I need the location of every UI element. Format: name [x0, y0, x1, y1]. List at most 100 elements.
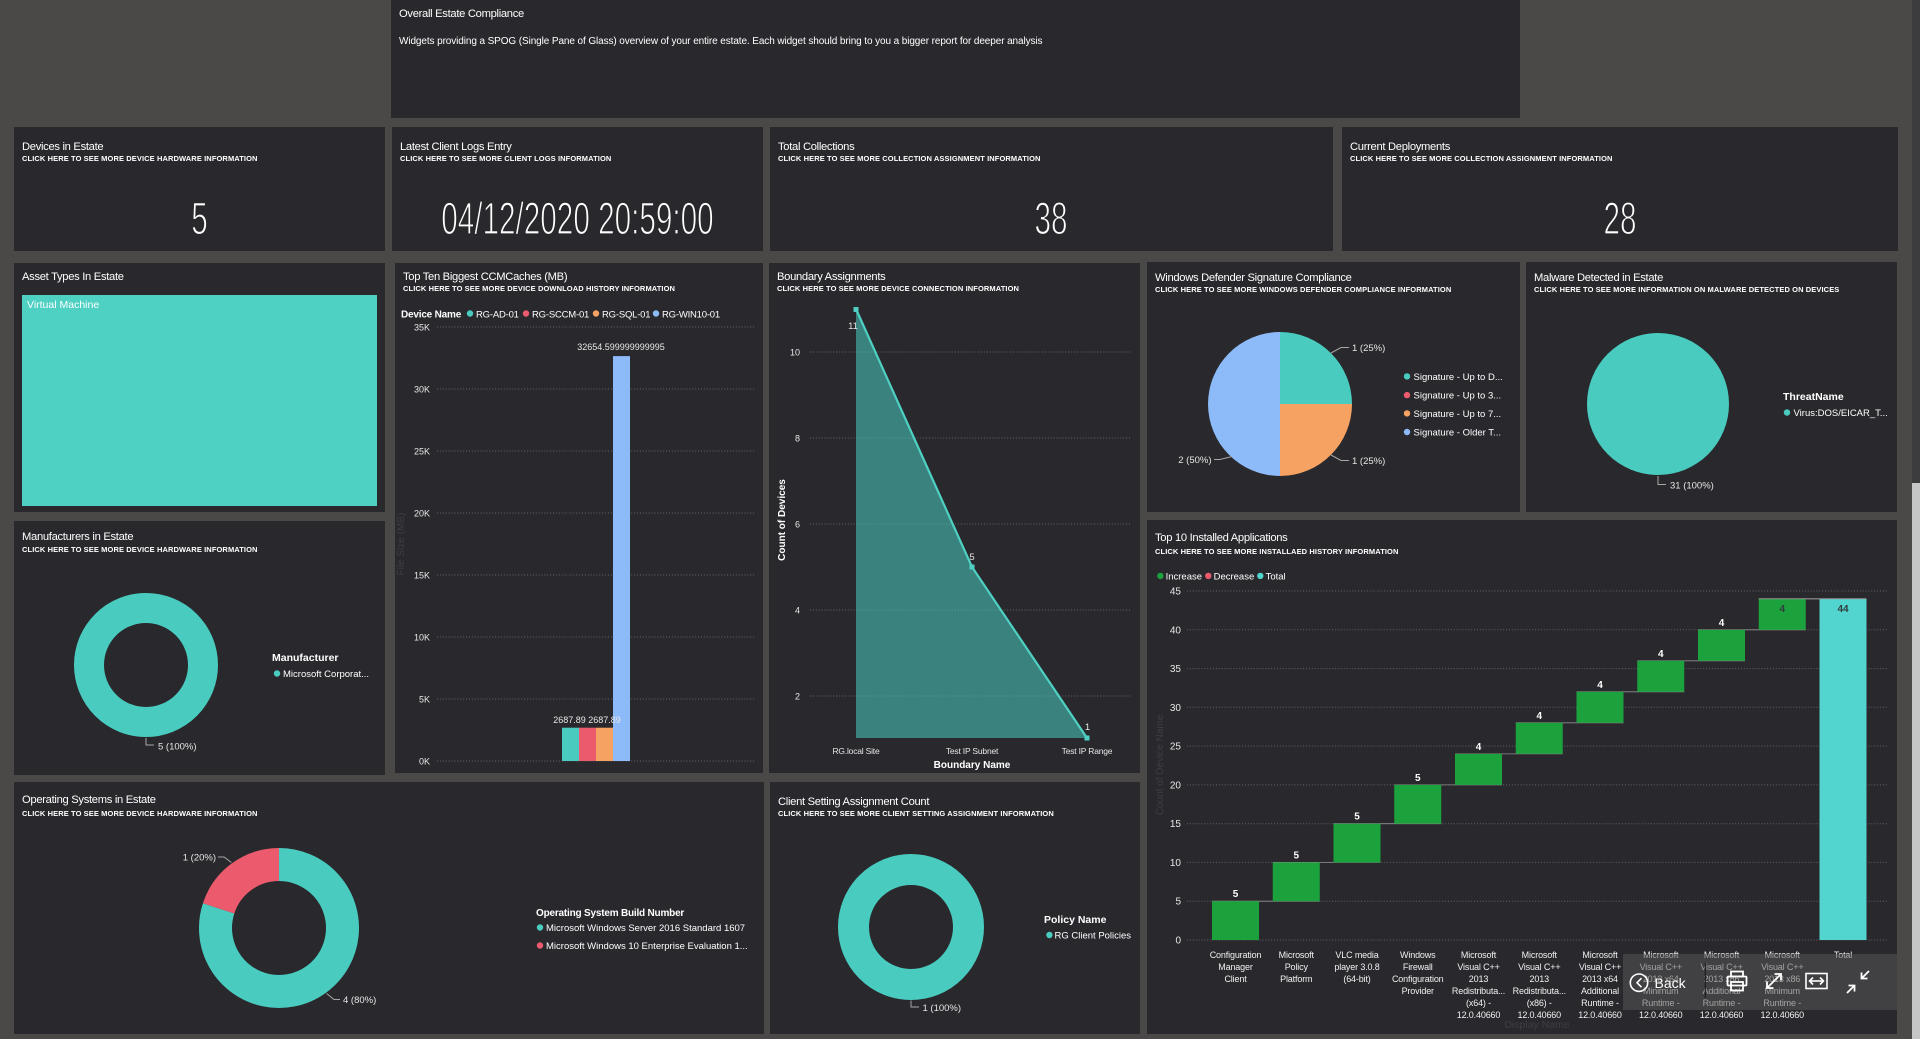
- svg-text:5: 5: [1175, 897, 1181, 908]
- svg-text:2013: 2013: [1530, 974, 1550, 984]
- svg-text:1 (20%): 1 (20%): [183, 853, 216, 864]
- svg-text:(x86) -: (x86) -: [1527, 998, 1552, 1008]
- svg-text:Configuration: Configuration: [1392, 974, 1444, 984]
- svg-text:12.0.40660: 12.0.40660: [1457, 1010, 1501, 1020]
- svg-text:12.0.40660: 12.0.40660: [1578, 1010, 1622, 1020]
- svg-text:20: 20: [1170, 780, 1182, 791]
- svg-text:Boundary Name: Boundary Name: [934, 760, 1011, 771]
- svg-text:(64-bit): (64-bit): [1343, 974, 1370, 984]
- svg-text:RG.local Site: RG.local Site: [832, 746, 879, 756]
- svg-text:2 (50%): 2 (50%): [1178, 455, 1211, 466]
- svg-text:Test IP Range: Test IP Range: [1062, 746, 1113, 756]
- svg-text:RG-SCCM-01: RG-SCCM-01: [532, 310, 589, 321]
- svg-text:Signature - Up to 7...: Signature - Up to 7...: [1414, 409, 1502, 420]
- svg-text:1 (25%): 1 (25%): [1352, 456, 1385, 467]
- svg-text:35K: 35K: [414, 323, 430, 333]
- svg-text:25K: 25K: [414, 447, 430, 457]
- svg-text:Microsoft Corporat...: Microsoft Corporat...: [283, 669, 369, 680]
- svg-text:Total: Total: [1266, 571, 1286, 582]
- svg-text:11: 11: [848, 321, 858, 332]
- svg-text:1 (100%): 1 (100%): [923, 1003, 962, 1014]
- svg-text:RG Client Policies: RG Client Policies: [1055, 931, 1132, 942]
- svg-text:Device Name: Device Name: [401, 310, 462, 321]
- svg-text:32654.599999999995: 32654.599999999995: [577, 342, 665, 352]
- svg-text:4: 4: [1536, 711, 1542, 722]
- svg-text:12.0.40660: 12.0.40660: [1760, 1010, 1804, 1020]
- svg-text:2013 x64: 2013 x64: [1582, 974, 1618, 984]
- svg-text:Provider: Provider: [1402, 986, 1434, 996]
- svg-text:12.0.40660: 12.0.40660: [1517, 1010, 1561, 1020]
- svg-text:VLC media: VLC media: [1335, 950, 1378, 960]
- svg-text:30K: 30K: [414, 385, 430, 395]
- svg-text:Signature - Older T...: Signature - Older T...: [1414, 428, 1501, 439]
- svg-text:2: 2: [795, 692, 800, 702]
- svg-text:6: 6: [795, 520, 800, 530]
- svg-text:player 3.0.8: player 3.0.8: [1334, 962, 1379, 972]
- svg-text:10: 10: [1170, 858, 1182, 869]
- svg-text:Increase: Increase: [1166, 571, 1202, 582]
- svg-text:5: 5: [969, 552, 974, 563]
- svg-text:20K: 20K: [414, 509, 430, 519]
- svg-text:Visual C++: Visual C++: [1457, 962, 1499, 972]
- svg-text:File Size (MB): File Size (MB): [396, 513, 407, 576]
- svg-text:1: 1: [1085, 722, 1090, 733]
- svg-text:40: 40: [1170, 625, 1182, 636]
- svg-text:Microsoft Windows Server 2016: Microsoft Windows Server 2016 Standard 1…: [546, 923, 745, 934]
- svg-text:Redistributa...: Redistributa...: [1452, 986, 1505, 996]
- svg-text:12.0.40660: 12.0.40660: [1700, 1010, 1744, 1020]
- svg-text:Virus:DOS/EICAR_T...: Virus:DOS/EICAR_T...: [1794, 408, 1888, 419]
- svg-text:Client: Client: [1224, 974, 1247, 984]
- svg-text:Signature - Up to 3...: Signature - Up to 3...: [1414, 391, 1502, 402]
- svg-text:Windows: Windows: [1400, 950, 1436, 960]
- svg-text:5: 5: [1354, 812, 1360, 823]
- svg-text:(x64) -: (x64) -: [1466, 998, 1491, 1008]
- svg-text:4: 4: [1597, 680, 1603, 691]
- svg-text:45: 45: [1170, 587, 1182, 598]
- svg-text:ThreatName: ThreatName: [1783, 391, 1844, 403]
- svg-text:Operating System Build Number: Operating System Build Number: [536, 908, 684, 919]
- svg-text:Configuration: Configuration: [1210, 950, 1262, 960]
- svg-text:Policy: Policy: [1285, 962, 1309, 972]
- svg-text:Manager: Manager: [1218, 962, 1253, 972]
- svg-text:Display Name: Display Name: [1504, 1019, 1570, 1031]
- svg-text:Test IP Subnet: Test IP Subnet: [946, 746, 999, 756]
- svg-text:5 (100%): 5 (100%): [158, 742, 197, 753]
- svg-text:Microsoft: Microsoft: [1582, 950, 1618, 960]
- svg-text:5K: 5K: [419, 695, 430, 705]
- svg-text:RG-WIN10-01: RG-WIN10-01: [662, 310, 720, 321]
- svg-text:5: 5: [1293, 850, 1299, 861]
- svg-text:Count of Device Name: Count of Device Name: [1155, 714, 1166, 815]
- svg-text:Decrease: Decrease: [1214, 571, 1255, 582]
- svg-text:4: 4: [1779, 604, 1785, 615]
- svg-text:0: 0: [1175, 936, 1181, 947]
- svg-text:Microsoft: Microsoft: [1522, 950, 1558, 960]
- svg-text:Count of Devices: Count of Devices: [777, 479, 788, 561]
- svg-text:2013: 2013: [1469, 974, 1489, 984]
- svg-text:35: 35: [1170, 664, 1182, 675]
- svg-text:30: 30: [1170, 703, 1182, 714]
- svg-text:10K: 10K: [414, 633, 430, 643]
- svg-text:4 (80%): 4 (80%): [343, 995, 376, 1006]
- svg-text:Visual C++: Visual C++: [1579, 962, 1621, 972]
- svg-text:12.0.40660: 12.0.40660: [1639, 1010, 1683, 1020]
- svg-text:Visual C++: Visual C++: [1518, 962, 1560, 972]
- svg-text:RG-AD-01: RG-AD-01: [476, 310, 519, 321]
- svg-text:15K: 15K: [414, 571, 430, 581]
- svg-text:4: 4: [1476, 742, 1482, 753]
- svg-text:Additional: Additional: [1581, 986, 1619, 996]
- svg-text:Runtime -: Runtime -: [1581, 998, 1619, 1008]
- svg-text:2687.89 2687.89: 2687.89 2687.89: [553, 715, 621, 725]
- svg-text:Manufacturer: Manufacturer: [272, 652, 339, 664]
- svg-text:15: 15: [1170, 819, 1182, 830]
- svg-text:Redistributa...: Redistributa...: [1513, 986, 1566, 996]
- svg-text:25: 25: [1170, 742, 1182, 753]
- svg-text:Back: Back: [1655, 975, 1687, 991]
- svg-text:4: 4: [1719, 618, 1725, 629]
- svg-text:1 (25%): 1 (25%): [1352, 343, 1385, 354]
- svg-text:31 (100%): 31 (100%): [1670, 481, 1714, 492]
- svg-text:Microsoft: Microsoft: [1461, 950, 1497, 960]
- svg-text:Microsoft: Microsoft: [1279, 950, 1315, 960]
- svg-text:Microsoft Windows 10 Enterpris: Microsoft Windows 10 Enterprise Evaluati…: [546, 941, 748, 952]
- svg-text:Firewall: Firewall: [1403, 962, 1433, 972]
- svg-text:10: 10: [790, 348, 800, 358]
